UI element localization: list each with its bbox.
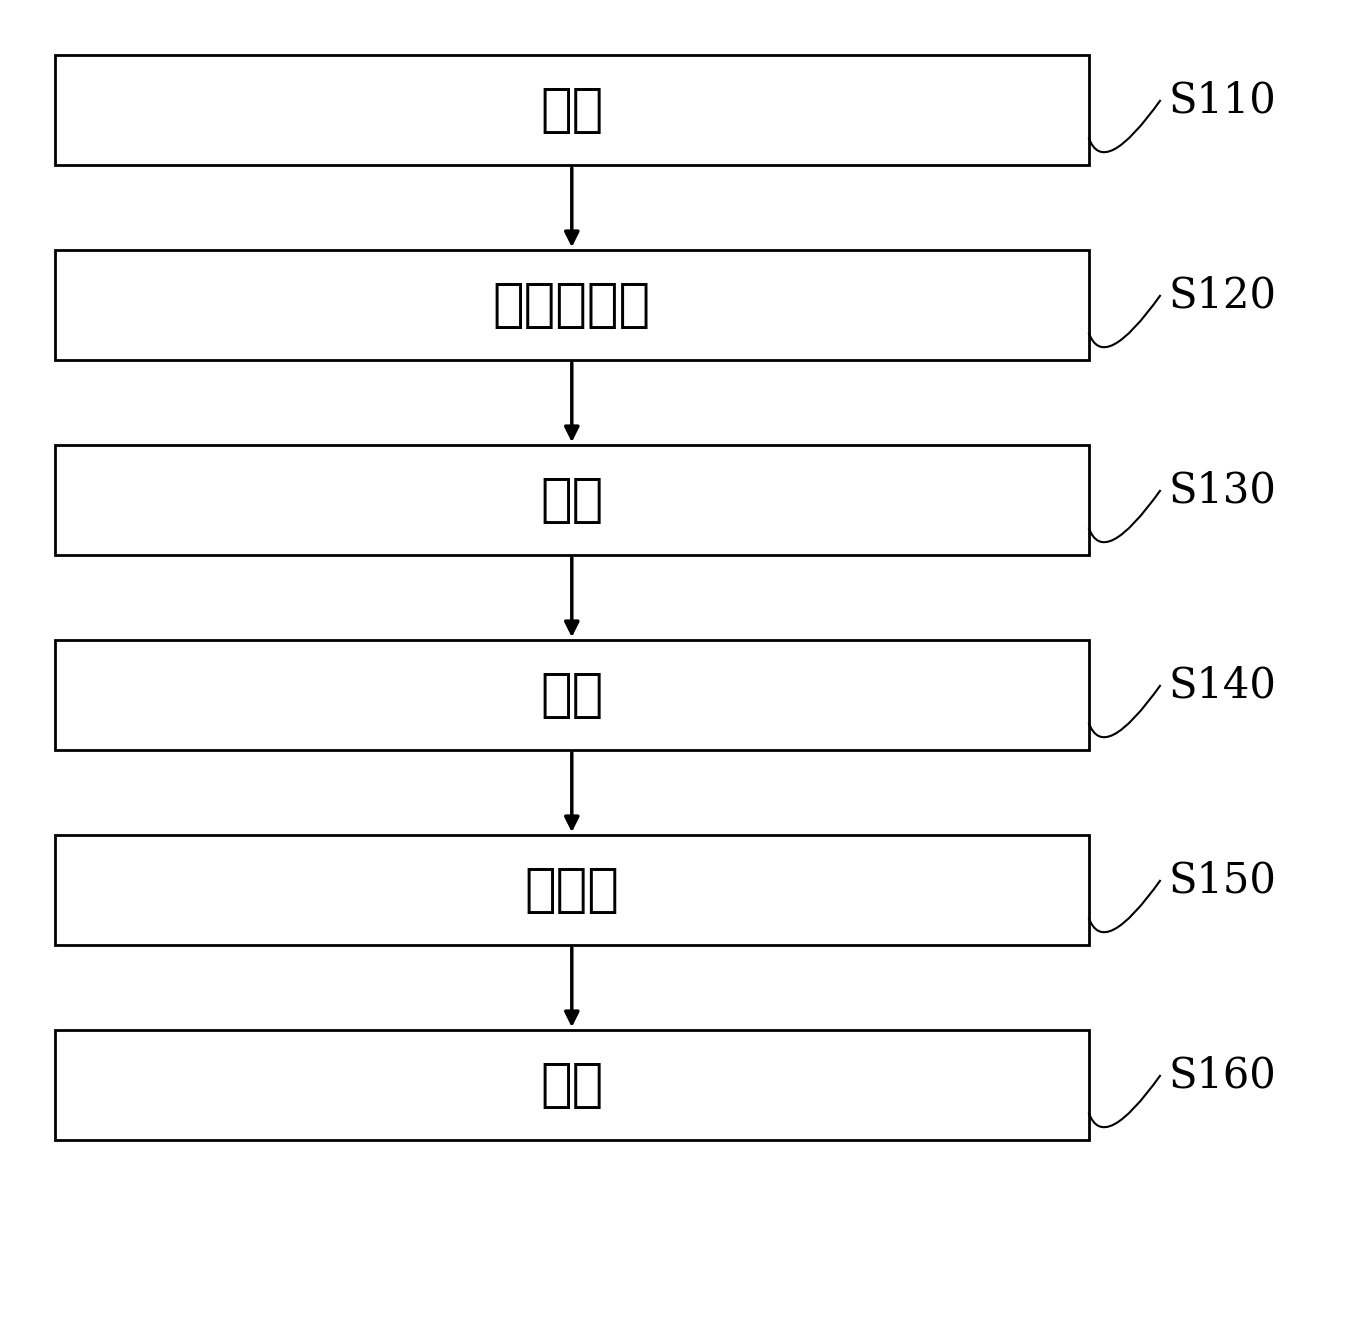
Text: S110: S110: [1168, 80, 1276, 121]
Bar: [54, 1030, 1088, 1140]
Text: S130: S130: [1168, 469, 1277, 511]
Text: S140: S140: [1168, 664, 1277, 705]
Text: 溅射: 溅射: [540, 1059, 604, 1111]
Bar: [54, 640, 1088, 751]
Bar: [54, 835, 1088, 945]
Text: 清洗: 清洗: [540, 670, 604, 721]
Text: 掺杂: 掺杂: [540, 84, 604, 137]
Text: 蚀刻: 蚀刻: [540, 473, 604, 526]
Text: 注胶及研磨: 注胶及研磨: [492, 278, 651, 332]
Bar: [54, 251, 1088, 359]
Text: S160: S160: [1168, 1054, 1276, 1097]
Bar: [54, 54, 1088, 164]
Text: 热处理: 热处理: [525, 865, 619, 916]
Text: S120: S120: [1168, 274, 1277, 316]
Bar: [54, 446, 1088, 556]
Text: S150: S150: [1168, 859, 1277, 900]
